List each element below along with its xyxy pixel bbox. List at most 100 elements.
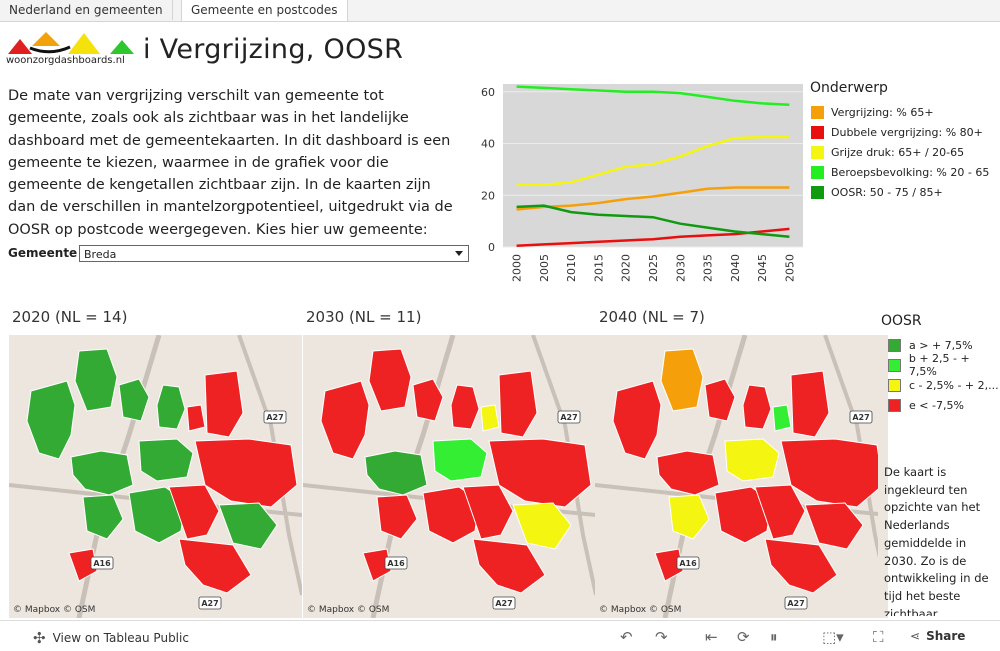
tab-nederland-en-gemeenten[interactable]: Nederland en gemeenten bbox=[0, 0, 173, 20]
postcode-region[interactable] bbox=[754, 484, 806, 540]
road-label: A27 bbox=[198, 596, 222, 610]
gemeente-dropdown[interactable]: Breda bbox=[79, 245, 469, 262]
tableau-icon: ✣ bbox=[33, 629, 46, 647]
oosr-legend-title: OOSR bbox=[881, 313, 922, 329]
revert-icon[interactable]: ⇤ bbox=[705, 628, 718, 646]
postcode-region[interactable] bbox=[480, 404, 500, 432]
fullscreen-icon[interactable]: ⛶ bbox=[873, 628, 884, 646]
svg-text:A27: A27 bbox=[495, 599, 512, 608]
postcode-region[interactable] bbox=[804, 502, 864, 550]
road-label: A16 bbox=[676, 556, 700, 570]
postcode-region[interactable] bbox=[772, 404, 792, 432]
postcode-region[interactable] bbox=[82, 494, 124, 540]
postcode-region[interactable] bbox=[660, 348, 704, 412]
series-line[interactable] bbox=[516, 135, 790, 187]
x-tick-label: 2010 bbox=[565, 254, 578, 282]
chart-legend-item[interactable]: Beroepsbevolking: % 20 - 65 bbox=[811, 162, 989, 182]
postcode-region[interactable] bbox=[472, 538, 546, 594]
tab-gemeente-en-postcodes[interactable]: Gemeente en postcodes bbox=[181, 0, 348, 21]
series-line[interactable] bbox=[516, 85, 790, 106]
intro-text: De mate van vergrijzing verschilt van ge… bbox=[8, 88, 453, 238]
postcode-region[interactable] bbox=[68, 548, 98, 582]
map-title-2040: 2040 (NL = 7) bbox=[599, 308, 705, 326]
chart-legend-item[interactable]: OOSR: 50 - 75 / 85+ bbox=[811, 182, 989, 202]
postcode-region[interactable] bbox=[668, 494, 710, 540]
undo-icon[interactable]: ↶ bbox=[620, 628, 633, 646]
postcode-region[interactable] bbox=[376, 494, 418, 540]
postcode-region[interactable] bbox=[724, 438, 780, 482]
postcode-region[interactable] bbox=[612, 380, 662, 460]
postcode-region[interactable] bbox=[194, 438, 298, 508]
postcode-region[interactable] bbox=[462, 484, 514, 540]
legend-swatch bbox=[811, 165, 824, 179]
postcode-region[interactable] bbox=[450, 384, 480, 430]
chart-legend-item[interactable]: Grijze druk: 65+ / 20-65 bbox=[811, 142, 989, 162]
map-2030[interactable]: A27 A27 A16 © Mapbox © OSM bbox=[303, 335, 596, 618]
postcode-region[interactable] bbox=[656, 450, 720, 496]
postcode-region[interactable] bbox=[422, 486, 480, 544]
oosr-legend: a > + 7,5% b + 2,5 - + 7,5% c - 2,5% - +… bbox=[888, 335, 1000, 415]
postcode-region[interactable] bbox=[498, 370, 538, 438]
oosr-legend-item[interactable]: a > + 7,5% bbox=[888, 335, 1000, 355]
postcode-region[interactable] bbox=[218, 502, 278, 550]
y-tick-label: 60 bbox=[481, 86, 495, 99]
postcode-region[interactable] bbox=[368, 348, 412, 412]
chart-legend: Vergrijzing: % 65+ Dubbele vergrijzing: %… bbox=[811, 102, 989, 202]
postcode-region[interactable] bbox=[512, 502, 572, 550]
legend-label: Dubbele vergrijzing: % 80+ bbox=[831, 125, 983, 139]
oosr-legend-item[interactable]: e < -7,5% bbox=[888, 395, 1000, 415]
x-tick-label: 2035 bbox=[702, 254, 715, 282]
legend-label: Beroepsbevolking: % 20 - 65 bbox=[831, 165, 990, 179]
postcode-region[interactable] bbox=[764, 538, 838, 594]
postcode-region[interactable] bbox=[118, 378, 150, 422]
x-tick-label: 2045 bbox=[756, 254, 769, 282]
oosr-legend-item[interactable]: c - 2,5% - + 2,... bbox=[888, 375, 1000, 395]
oosr-legend-item[interactable]: b + 2,5 - + 7,5% bbox=[888, 352, 1000, 378]
postcode-region[interactable] bbox=[488, 438, 592, 508]
logo-icon bbox=[8, 32, 134, 54]
postcode-region[interactable] bbox=[320, 380, 370, 460]
view-on-tableau-public-link[interactable]: ✣ View on Tableau Public bbox=[33, 629, 189, 647]
series-line[interactable] bbox=[516, 186, 790, 211]
series-line[interactable] bbox=[516, 204, 790, 238]
postcode-region[interactable] bbox=[186, 404, 206, 432]
logo-text: woonzorgdashboards.nl bbox=[6, 55, 125, 66]
postcode-region[interactable] bbox=[432, 438, 488, 482]
postcode-region[interactable] bbox=[790, 370, 830, 438]
map-2020[interactable]: A27 A27 A16 © Mapbox © OSM bbox=[9, 335, 302, 618]
postcode-region[interactable] bbox=[780, 438, 878, 508]
footer-toolbar: ✣ View on Tableau Public ↶ ↷ ⇤ ⟳ ⏸ ⬚▾ ⛶ … bbox=[0, 620, 1000, 651]
postcode-region[interactable] bbox=[138, 438, 194, 482]
svg-text:A27: A27 bbox=[201, 599, 218, 608]
postcode-region[interactable] bbox=[204, 370, 244, 438]
legend-label: OOSR: 50 - 75 / 85+ bbox=[831, 185, 943, 199]
chart-legend-item[interactable]: Dubbele vergrijzing: % 80+ bbox=[811, 122, 989, 142]
postcode-region[interactable] bbox=[178, 538, 252, 594]
redo-icon[interactable]: ↷ bbox=[655, 628, 668, 646]
refresh-icon[interactable]: ⟳ bbox=[737, 628, 750, 646]
postcode-region[interactable] bbox=[364, 450, 428, 496]
postcode-region[interactable] bbox=[742, 384, 772, 430]
postcode-region[interactable] bbox=[70, 450, 134, 496]
gemeente-label: Gemeente bbox=[8, 246, 78, 260]
chevron-down-icon bbox=[455, 251, 463, 256]
postcode-region[interactable] bbox=[168, 484, 220, 540]
pause-icon[interactable]: ⏸ bbox=[770, 628, 778, 646]
svg-text:A16: A16 bbox=[387, 559, 405, 568]
postcode-region[interactable] bbox=[26, 380, 76, 460]
postcode-region[interactable] bbox=[714, 486, 772, 544]
postcode-region[interactable] bbox=[654, 548, 684, 582]
postcode-region[interactable] bbox=[74, 348, 118, 412]
postcode-region[interactable] bbox=[704, 378, 736, 422]
postcode-region[interactable] bbox=[362, 548, 392, 582]
page-title: i Vergrijzing, OOSR bbox=[143, 34, 404, 65]
postcode-region[interactable] bbox=[128, 486, 186, 544]
chart-legend-item[interactable]: Vergrijzing: % 65+ bbox=[811, 102, 989, 122]
postcode-region[interactable] bbox=[412, 378, 444, 422]
map-2040[interactable]: A27 A27 A16 © Mapbox © OSM bbox=[595, 335, 888, 618]
x-tick-label: 2025 bbox=[647, 254, 660, 282]
download-icon[interactable]: ⬚▾ bbox=[822, 628, 844, 646]
postcode-region[interactable] bbox=[156, 384, 186, 430]
share-button[interactable]: ⋖ Share bbox=[910, 629, 966, 643]
